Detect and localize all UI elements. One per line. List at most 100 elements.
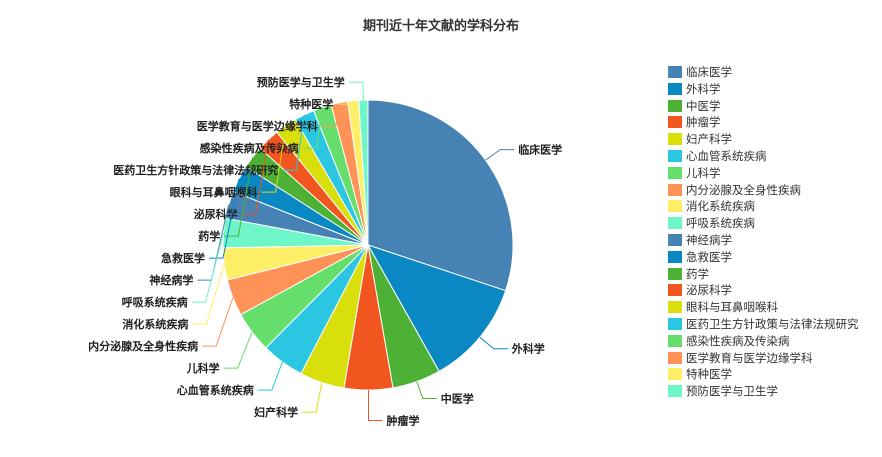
legend-item-cardiovascular[interactable]: 心血管系统疾病 xyxy=(668,148,859,164)
slice-label-clinical-medicine: 临床医学 xyxy=(518,143,562,157)
legend-swatch xyxy=(668,149,682,162)
slice-label-health-policy: 医药卫生方针政策与法律法规研究 xyxy=(113,163,278,177)
legend-swatch xyxy=(668,200,682,213)
legend-label: 心血管系统疾病 xyxy=(686,148,767,163)
legend-item-pharmacy[interactable]: 药学 xyxy=(668,266,859,282)
leader-line-health-policy xyxy=(282,114,305,171)
legend-item-obgyn[interactable]: 妇产科学 xyxy=(668,131,859,147)
leader-line-emergency xyxy=(209,178,240,259)
legend-label: 肿瘤学 xyxy=(686,115,721,130)
legend-item-tcm[interactable]: 中医学 xyxy=(668,98,859,114)
legend-item-clinical-medicine[interactable]: 临床医学 xyxy=(668,64,859,80)
slice-label-digestive: 消化系统疾病 xyxy=(122,317,188,331)
leader-line-cardiovascular xyxy=(257,361,283,391)
legend-item-respiratory[interactable]: 呼吸系统疾病 xyxy=(668,215,859,231)
legend-item-med-education[interactable]: 医学教育与医学边缘学科 xyxy=(668,350,859,366)
legend-item-oncology[interactable]: 肿瘤学 xyxy=(668,114,859,130)
slice-label-preventive: 预防医学与卫生学 xyxy=(257,75,345,89)
legend-label: 中医学 xyxy=(686,98,721,113)
legend-label: 儿科学 xyxy=(686,165,721,180)
legend-item-special-medicine[interactable]: 特种医学 xyxy=(668,366,859,382)
legend-swatch xyxy=(668,66,682,78)
slice-label-med-education: 医学教育与医学边缘学科 xyxy=(197,119,318,133)
legend-swatch xyxy=(668,116,682,129)
leader-line-obgyn xyxy=(302,382,323,413)
leader-line-clinical-medicine xyxy=(485,149,515,161)
legend-item-preventive[interactable]: 预防医学与卫生学 xyxy=(668,383,859,399)
legend-swatch xyxy=(668,233,682,246)
slice-label-infectious: 感染性疾病及传染病 xyxy=(200,141,299,155)
legend: 临床医学外科学中医学肿瘤学妇产科学 心血管系统疾病 儿科学内分泌腺及全身性疾病 消化系… xyxy=(668,64,859,400)
legend-swatch xyxy=(668,267,682,280)
slice-label-neurology: 神经病学 xyxy=(149,273,193,287)
legend-item-surgery[interactable]: 外科学 xyxy=(668,81,859,97)
legend-item-endocrine[interactable]: 内分泌腺及全身性疾病 xyxy=(668,182,859,198)
leader-line-pediatrics xyxy=(223,331,253,369)
legend-label: 妇产科学 xyxy=(686,132,732,147)
legend-item-infectious[interactable]: 感染性疾病及传染病 xyxy=(668,333,859,349)
legend-swatch xyxy=(668,317,682,330)
leader-line-urology xyxy=(241,139,269,215)
legend-label: 眼科与耳鼻咽喉科 xyxy=(686,300,778,315)
leader-line-tcm xyxy=(416,381,437,399)
legend-swatch xyxy=(668,385,682,398)
legend-label: 医学教育与医学边缘学科 xyxy=(686,350,813,365)
legend-item-urology[interactable]: 泌尿科学 xyxy=(668,282,859,298)
slice-label-pharmacy: 药学 xyxy=(198,229,220,243)
legend-label: 医药卫生方针政策与法律法规研究 xyxy=(686,316,859,331)
slice-label-endocrine: 内分泌腺及全身性疾病 xyxy=(88,339,198,353)
leader-line-preventive xyxy=(348,81,364,101)
leader-line-digestive xyxy=(192,263,225,325)
legend-label: 预防医学与卫生学 xyxy=(686,384,778,399)
slice-label-eye-ent: 眼科与耳鼻咽喉科 xyxy=(170,185,258,199)
leader-line-oncology xyxy=(368,390,383,421)
slice-label-tcm: 中医学 xyxy=(441,392,474,406)
slice-label-obgyn: 妇产科学 xyxy=(253,405,298,419)
legend-label: 外科学 xyxy=(686,81,721,96)
slice-label-special-medicine: 特种医学 xyxy=(289,97,333,111)
leader-line-respiratory xyxy=(191,232,224,303)
legend-label: 临床医学 xyxy=(686,65,732,79)
legend-item-health-policy[interactable]: 医药卫生方针政策与法律法规研究 xyxy=(668,316,859,332)
legend-swatch xyxy=(668,183,682,196)
legend-swatch xyxy=(668,250,682,263)
legend-label: 药学 xyxy=(686,266,709,281)
legend-swatch xyxy=(668,99,682,112)
legend-label: 消化系统疾病 xyxy=(686,199,755,214)
slice-label-cardiovascular: 心血管系统疾病 xyxy=(177,383,254,397)
legend-swatch xyxy=(668,82,682,95)
legend-label: 呼吸系统疾病 xyxy=(686,216,755,231)
legend-swatch xyxy=(668,284,682,297)
legend-swatch xyxy=(668,351,682,364)
legend-swatch xyxy=(668,217,682,230)
leader-line-med-education xyxy=(321,102,340,127)
pie-slice-surgery[interactable] xyxy=(366,244,507,373)
leader-line-special-medicine xyxy=(337,100,354,105)
leader-line-eye-ent xyxy=(261,125,287,193)
legend-item-digestive[interactable]: 消化系统疾病 xyxy=(668,198,859,214)
leader-line-surgery xyxy=(479,336,508,350)
slice-label-oncology: 肿瘤学 xyxy=(387,414,420,428)
legend-item-neurology[interactable]: 神经病学 xyxy=(668,232,859,248)
legend-label: 急救医学 xyxy=(686,249,732,264)
legend-label: 神经病学 xyxy=(686,232,732,247)
slice-label-respiratory: 呼吸系统疾病 xyxy=(122,295,188,309)
legend-item-emergency[interactable]: 急救医学 xyxy=(668,249,859,265)
slice-label-urology: 泌尿科学 xyxy=(194,207,238,221)
slice-label-surgery: 外科学 xyxy=(511,342,545,356)
legend-item-pediatrics[interactable]: 儿科学 xyxy=(668,165,859,181)
legend-swatch xyxy=(668,166,682,179)
legend-item-eye-ent[interactable]: 眼科与耳鼻咽喉科 xyxy=(668,299,859,315)
legend-label: 泌尿科学 xyxy=(686,283,732,298)
slice-label-emergency: 急救医学 xyxy=(161,251,205,265)
legend-label: 感染性疾病及传染病 xyxy=(686,333,790,348)
legend-swatch xyxy=(668,368,682,381)
legend-label: 内分泌腺及全身性疾病 xyxy=(686,182,801,197)
leader-line-endocrine xyxy=(202,297,234,347)
legend-swatch xyxy=(668,133,682,146)
pie-slice-clinical-medicine[interactable] xyxy=(367,99,514,292)
legend-label: 特种医学 xyxy=(686,367,732,382)
leader-line-infectious xyxy=(302,107,323,149)
